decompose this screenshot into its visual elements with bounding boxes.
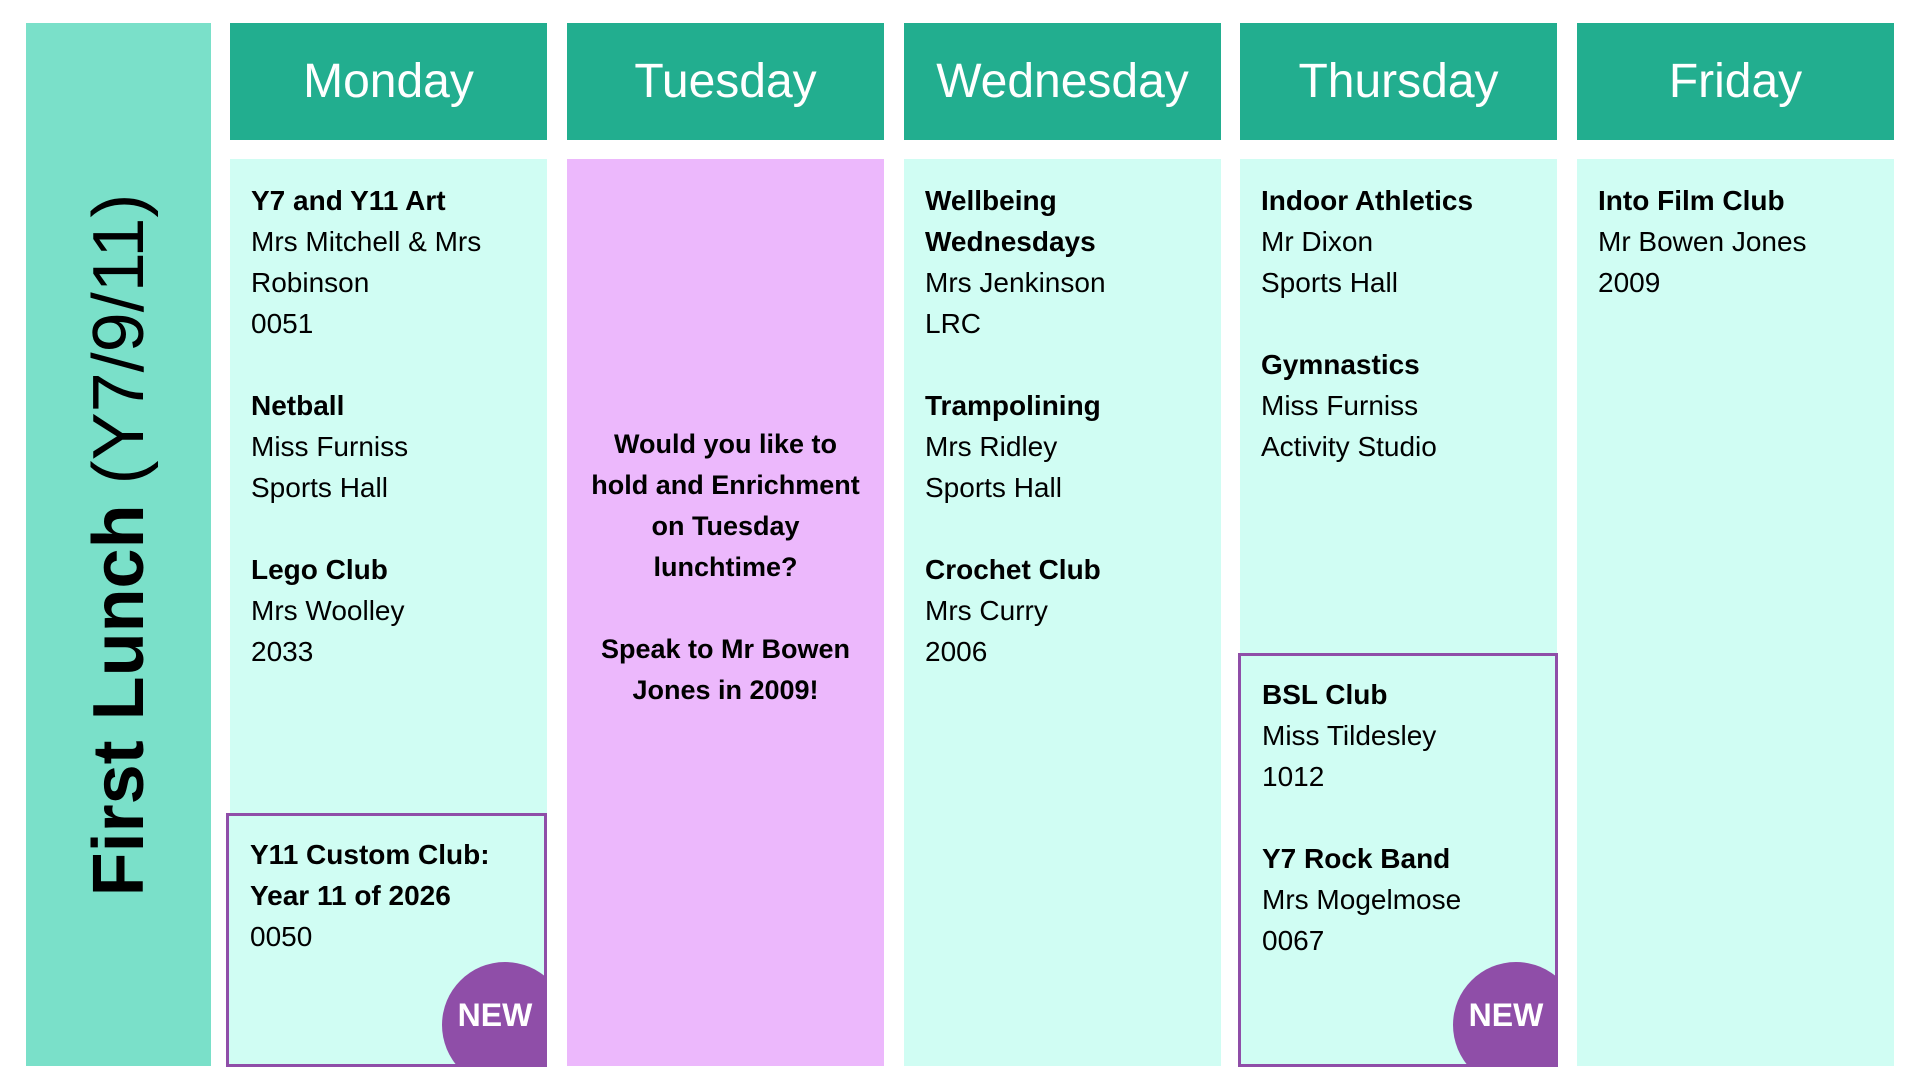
club-teacher: Mrs Ridley <box>925 431 1058 462</box>
club-room: Sports Hall <box>251 472 388 503</box>
club-teacher: Mrs Woolley <box>251 595 405 626</box>
message-contact: Speak to Mr Bowen Jones in 2009! <box>600 634 851 705</box>
club-teacher: Mrs Curry <box>925 595 1048 626</box>
club-room: 0067 <box>1262 925 1325 956</box>
club-room: Sports Hall <box>925 472 1062 503</box>
club-title: Y7 Rock Band <box>1262 843 1451 874</box>
club-room: 2009 <box>1598 267 1661 298</box>
club-room: LRC <box>925 308 982 339</box>
club-room: 0050 <box>250 921 313 952</box>
tuesday-message: Would you like to hold and Enrichment on… <box>588 424 863 1045</box>
club-entry: Y7 and Y11 Art Mrs Mitchell & Mrs Robinson… <box>251 180 526 344</box>
club-entry: Lego Club Mrs Woolley 2033 <box>251 549 526 672</box>
club-teacher: Mrs Mogelmose <box>1262 884 1462 915</box>
club-title: Crochet Club <box>925 554 1101 585</box>
club-title: Wellbeing Wednesdays <box>925 185 1096 257</box>
club-teacher: Miss Furniss <box>251 431 409 462</box>
club-teacher: Mr Bowen Jones <box>1598 226 1807 257</box>
club-room: Activity Studio <box>1261 431 1437 462</box>
club-title: Into Film Club <box>1598 185 1785 216</box>
club-entry: Crochet Club Mrs Curry 2006 <box>925 549 1200 672</box>
club-entry: Trampolining Mrs Ridley Sports Hall <box>925 385 1200 508</box>
new-badge: NEW <box>442 962 544 1064</box>
club-title: Y11 Custom Club: <box>250 839 490 870</box>
club-entry: Y11 Custom Club: Year 11 of 2026 0050 <box>250 834 523 957</box>
row-title: First Lunch (Y7/9/11) <box>79 193 159 896</box>
club-teacher: Mrs Jenkinson <box>925 267 1106 298</box>
club-title: Indoor Athletics <box>1261 185 1474 216</box>
club-title: Y7 and Y11 Art <box>251 185 446 216</box>
club-room: 1012 <box>1262 761 1325 792</box>
row-title-years: (Y7/9/11) <box>78 193 159 484</box>
club-teacher: Mr Dixon <box>1261 226 1374 257</box>
club-title: Gymnastics <box>1261 349 1420 380</box>
cell-friday: Into Film Club Mr Bowen Jones 2009 <box>1577 159 1894 1066</box>
club-room: 0051 <box>251 308 314 339</box>
club-teacher: Miss Tildesley <box>1262 720 1437 751</box>
club-teacher: Miss Furniss <box>1261 390 1419 421</box>
club-room: Sports Hall <box>1261 267 1398 298</box>
club-entry: Wellbeing Wednesdays Mrs Jenkinson LRC <box>925 180 1200 344</box>
club-room: 2033 <box>251 636 314 667</box>
message-question: Would you like to hold and Enrichment on… <box>591 429 860 582</box>
club-entry: Indoor Athletics Mr Dixon Sports Hall <box>1261 180 1536 303</box>
header-monday: Monday <box>230 23 547 140</box>
club-entry: Y7 Rock Band Mrs Mogelmose 0067 <box>1262 838 1534 961</box>
club-entry: BSL Club Miss Tildesley 1012 <box>1262 674 1534 797</box>
club-room: 2006 <box>925 636 988 667</box>
cell-tuesday: Would you like to hold and Enrichment on… <box>567 159 884 1066</box>
header-wednesday: Wednesday <box>904 23 1221 140</box>
club-title: Trampolining <box>925 390 1101 421</box>
club-title: BSL Club <box>1262 679 1388 710</box>
header-thursday: Thursday <box>1240 23 1557 140</box>
club-title-cont: Year 11 of 2026 <box>250 880 451 911</box>
club-title: Netball <box>251 390 345 421</box>
club-entry: Netball Miss Furniss Sports Hall <box>251 385 526 508</box>
new-club-box-thursday: BSL Club Miss Tildesley 1012 Y7 Rock Band M… <box>1238 653 1558 1067</box>
new-club-box-monday: Y11 Custom Club: Year 11 of 2026 0050 NEW <box>226 813 547 1067</box>
header-friday: Friday <box>1577 23 1894 140</box>
timetable-row-label: First Lunch (Y7/9/11) <box>26 23 211 1066</box>
header-tuesday: Tuesday <box>567 23 884 140</box>
club-title: Lego Club <box>251 554 388 585</box>
club-teacher: Mrs Mitchell & Mrs <box>251 226 482 257</box>
club-teacher-cont: Robinson <box>251 267 370 298</box>
club-entry: Into Film Club Mr Bowen Jones 2009 <box>1598 180 1873 303</box>
row-title-bold: First Lunch <box>78 503 159 896</box>
cell-wednesday: Wellbeing Wednesdays Mrs Jenkinson LRC Tra… <box>904 159 1221 1066</box>
club-entry: Gymnastics Miss Furniss Activity Studio <box>1261 344 1536 467</box>
new-badge: NEW <box>1453 962 1555 1064</box>
